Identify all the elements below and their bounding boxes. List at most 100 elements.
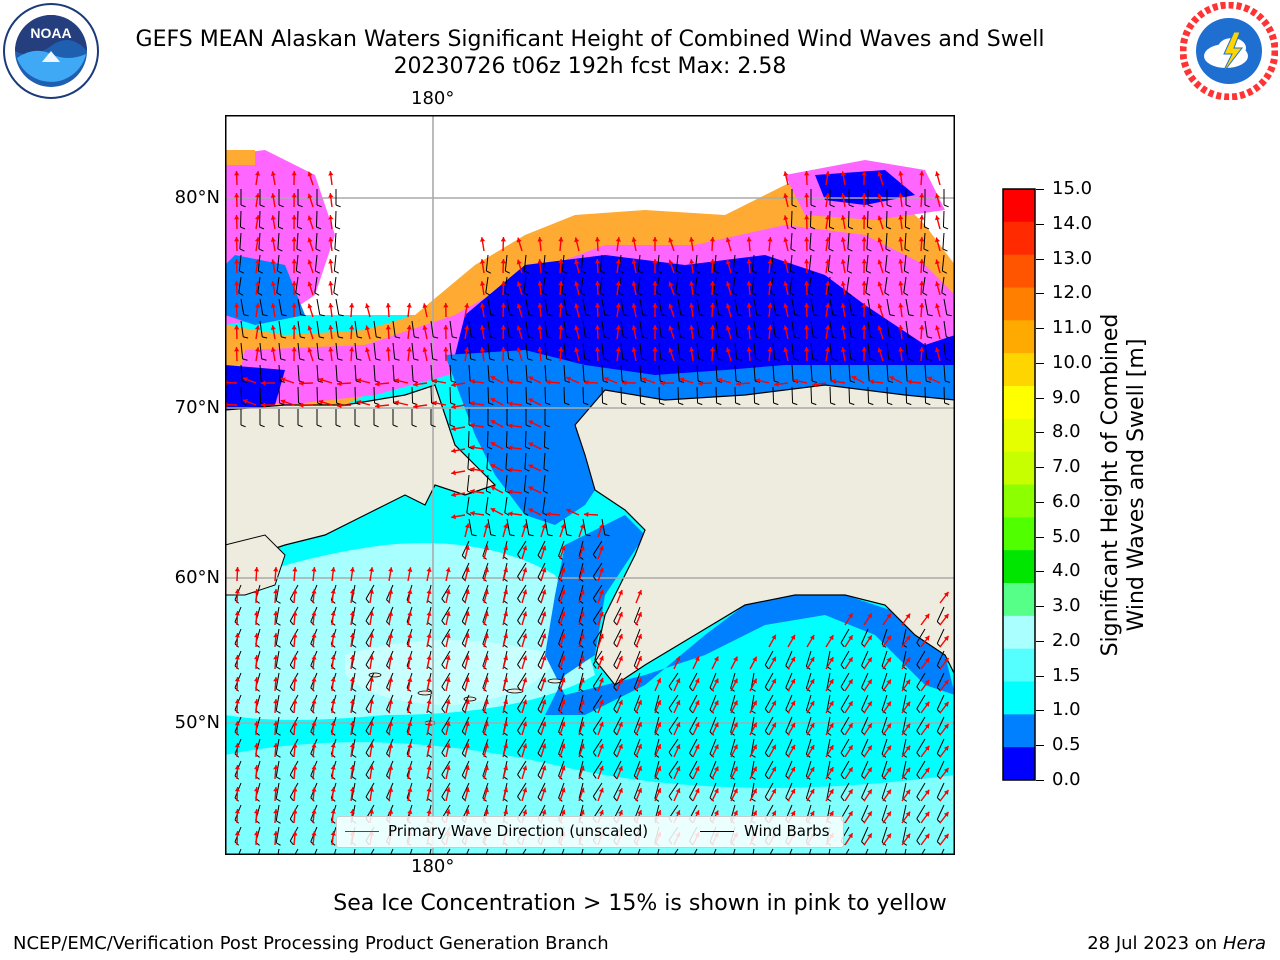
- wind-barb-flag: [592, 686, 597, 691]
- wind-barb-flag: [755, 358, 761, 361]
- wave-arrow-head: [783, 215, 789, 221]
- wind-barb: [923, 232, 926, 249]
- wind-barb: [884, 254, 888, 271]
- wave-arrow-head: [790, 810, 796, 816]
- wind-barb: [563, 386, 566, 404]
- wave-arrow-head: [234, 743, 240, 748]
- wave-arrow-head: [767, 325, 773, 330]
- wave-arrow-head: [307, 325, 313, 331]
- wind-barb-flag: [770, 292, 776, 296]
- wave-arrow-head: [368, 787, 375, 792]
- wave-arrow-head: [426, 677, 432, 683]
- wind-barb-flag: [486, 270, 492, 274]
- wind-barb-label: Wind Barbs: [744, 822, 830, 840]
- wave-arrow-head: [733, 722, 738, 728]
- wind-barb: [677, 298, 682, 315]
- wave-arrow-head: [824, 193, 831, 198]
- wind-barb: [924, 298, 929, 315]
- wave-arrow-head: [522, 545, 528, 551]
- wind-barb-flag: [689, 796, 694, 802]
- wave-arrow-head: [385, 303, 391, 308]
- wave-arrow-head: [618, 589, 623, 595]
- wave-arrow-head: [253, 633, 260, 638]
- wind-barb-flag: [581, 270, 587, 274]
- wind-barb: [295, 254, 299, 271]
- wave-arrow-head: [254, 215, 261, 220]
- wave-arrow-head: [615, 281, 621, 286]
- wave-arrow-head: [861, 259, 867, 264]
- wind-barb-flag: [490, 336, 496, 339]
- wind-barb-flag: [733, 270, 739, 274]
- wind-barb: [592, 628, 603, 643]
- wind-barb: [840, 628, 850, 644]
- wind-barb-flag: [406, 665, 412, 670]
- wind-barb: [620, 386, 623, 404]
- wind-barb-flag: [697, 402, 703, 406]
- wave-arrow-head: [445, 655, 451, 661]
- wind-barb: [943, 342, 947, 359]
- wind-barb: [805, 694, 812, 711]
- wind-barb: [916, 804, 926, 819]
- wind-barb: [916, 628, 926, 643]
- wave-arrow-head: [656, 788, 662, 794]
- wind-barb: [315, 232, 318, 249]
- wave-arrow-head: [234, 633, 240, 638]
- wave-arrow-head: [368, 567, 375, 572]
- wind-barb: [592, 738, 603, 753]
- wave-arrow-head: [579, 567, 585, 573]
- wind-barb: [943, 364, 946, 381]
- wind-barb-flag: [289, 840, 294, 846]
- wind-barb: [840, 738, 850, 754]
- wave-arrow-head: [790, 634, 796, 640]
- wind-barb-flag: [471, 534, 477, 537]
- wind-barb: [544, 320, 548, 337]
- wave-arrow-head: [924, 635, 930, 641]
- wave-arrow-head: [652, 237, 658, 242]
- wind-barb-flag: [694, 292, 700, 296]
- colorbar-segment: [1003, 550, 1035, 584]
- wind-barb: [335, 320, 339, 337]
- wind-barb-flag: [603, 358, 609, 361]
- wave-arrow-head: [725, 237, 731, 243]
- wind-barb: [694, 276, 698, 293]
- wind-barb: [791, 298, 796, 315]
- wind-barb-flag: [735, 402, 741, 406]
- wind-barb-flag: [275, 666, 281, 670]
- wind-barb-flag: [315, 270, 321, 274]
- wind-barb: [240, 364, 243, 381]
- wave-arrow-head: [579, 787, 585, 793]
- wave-arrow-head: [809, 656, 815, 662]
- wind-barb-flag: [289, 598, 294, 604]
- wind-barb: [840, 672, 850, 688]
- wind-barb-flag: [771, 270, 777, 274]
- wave-arrow-head: [631, 303, 637, 308]
- wind-barb: [537, 562, 546, 578]
- colorbar-tick-mark: [1036, 362, 1044, 364]
- wind-barb: [668, 760, 679, 775]
- wind-barb-flag: [840, 686, 845, 692]
- wind-barb: [902, 760, 907, 777]
- wind-barb-flag: [543, 468, 549, 472]
- wind-barb-flag: [709, 731, 714, 736]
- wind-barb: [902, 738, 907, 755]
- wave-arrow-head: [522, 743, 528, 749]
- wave-arrow-head: [934, 281, 940, 287]
- colorbar-tick-label: 7.0: [1052, 456, 1081, 478]
- colorbar: [1002, 188, 1036, 781]
- wave-arrow-head: [330, 633, 336, 638]
- colorbar-tick-label: 3.0: [1052, 595, 1081, 617]
- wind-barb-flag: [840, 642, 845, 648]
- wind-barb: [753, 298, 758, 315]
- wave-arrow-head: [733, 766, 738, 772]
- wind-barb: [599, 276, 603, 293]
- wave-arrow-head: [767, 303, 773, 308]
- wind-barb-flag: [547, 336, 553, 339]
- wind-barb-flag: [441, 598, 446, 603]
- wave-arrow-head: [234, 699, 240, 704]
- wind-barb: [592, 782, 603, 797]
- wind-barb: [828, 848, 831, 854]
- wind-barb: [258, 848, 261, 854]
- wind-barb-flag: [527, 358, 533, 361]
- wind-barb-flag: [365, 774, 370, 780]
- wave-arrow-head: [292, 567, 298, 572]
